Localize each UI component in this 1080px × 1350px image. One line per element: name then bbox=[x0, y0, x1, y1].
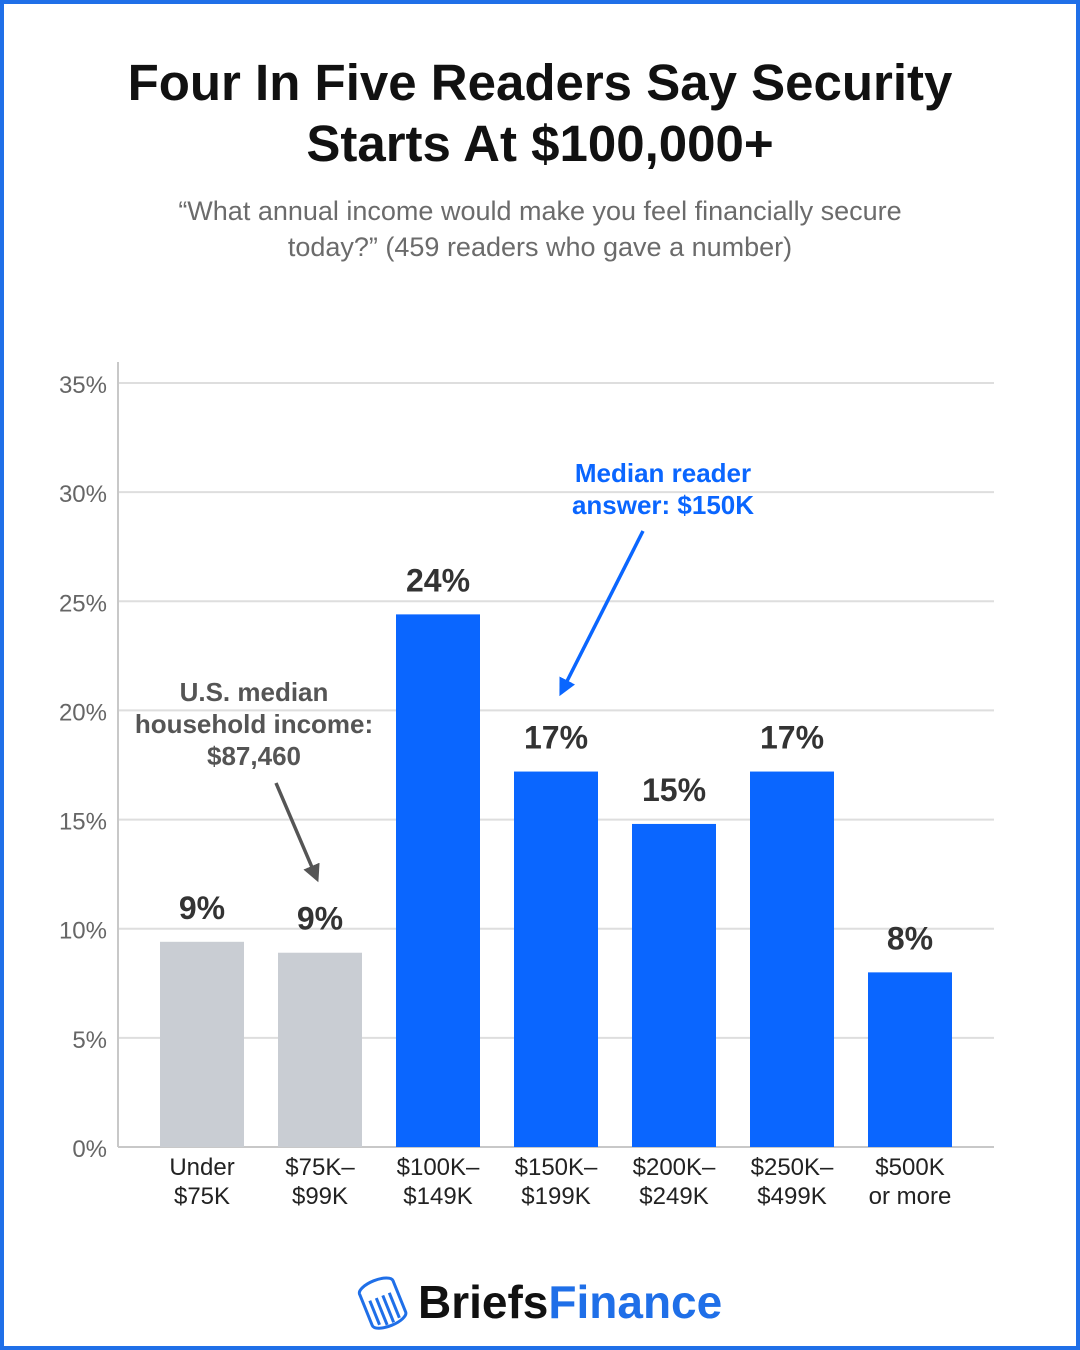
y-tick-label: 25% bbox=[59, 590, 107, 617]
annotation-line: answer: $150K bbox=[572, 490, 754, 520]
bar-value-label: 9% bbox=[297, 901, 343, 937]
x-category-label: Under $75K bbox=[169, 1154, 234, 1210]
annotation-line: U.S. median bbox=[180, 677, 329, 707]
annotation-arrow bbox=[559, 530, 645, 697]
bar-value-label: 9% bbox=[179, 890, 225, 926]
title-line-2: Starts At $100,000+ bbox=[306, 115, 774, 172]
annotations: U.S. median household income: $87,460 Media… bbox=[135, 458, 754, 883]
bar bbox=[278, 952, 362, 1147]
x-category-label-line: $100K– bbox=[397, 1154, 480, 1181]
value-labels: 9% 9% 24% 17% 15% 17% 8% bbox=[179, 562, 933, 956]
bar-value-label: 17% bbox=[524, 720, 588, 756]
subtitle-line-2: today?” (459 readers who gave a number) bbox=[287, 232, 793, 262]
us-median-income-annotation: U.S. median household income: $87,460 bbox=[135, 677, 373, 771]
bar bbox=[514, 771, 598, 1147]
bar-value-label: 8% bbox=[887, 920, 933, 956]
subtitle-line-1: “What annual income would make you feel … bbox=[178, 196, 902, 226]
brand-logo: BriefsFinance bbox=[352, 1268, 732, 1338]
x-category-label-line: $200K– bbox=[633, 1154, 716, 1181]
title-line-1: Four In Five Readers Say Security bbox=[127, 54, 953, 111]
chart-title: Four In Five Readers Say Security Starts… bbox=[90, 52, 990, 174]
x-category-label-line: $500K bbox=[875, 1154, 944, 1181]
brand-name-part-1: Briefs bbox=[418, 1276, 549, 1328]
annotation-line: household income: bbox=[135, 709, 373, 739]
category-labels: Under $75K $75K– $99K $100K– $149K $150K– $199K… bbox=[169, 1154, 951, 1210]
bar bbox=[750, 771, 834, 1147]
y-tick-label: 10% bbox=[59, 918, 107, 945]
y-tick-label: 15% bbox=[59, 809, 107, 836]
x-category-label-line: $150K– bbox=[515, 1154, 598, 1181]
x-category-label: $500K or more bbox=[869, 1154, 952, 1210]
y-tick-label: 0% bbox=[72, 1136, 107, 1163]
brand-name-part-2: Finance bbox=[548, 1276, 723, 1328]
annotation-arrow bbox=[274, 782, 320, 883]
x-category-label-line: $199K bbox=[521, 1183, 590, 1210]
x-category-label: $150K– $199K bbox=[515, 1154, 598, 1210]
x-category-label: $250K– $499K bbox=[751, 1154, 834, 1210]
stack-of-coins-icon bbox=[357, 1276, 408, 1330]
brand-wordmark: BriefsFinance bbox=[418, 1274, 722, 1330]
annotation-line: Median reader bbox=[575, 458, 751, 488]
x-category-label-line: $250K– bbox=[751, 1154, 834, 1181]
bar-value-label: 15% bbox=[642, 772, 706, 808]
bar bbox=[396, 614, 480, 1147]
bar bbox=[868, 972, 952, 1147]
y-tick-label: 20% bbox=[59, 699, 107, 726]
annotation-line: $87,460 bbox=[207, 741, 301, 771]
x-category-label-line: $75K bbox=[174, 1183, 230, 1210]
x-category-label: $200K– $249K bbox=[633, 1154, 716, 1210]
x-category-label-line: or more bbox=[869, 1183, 952, 1210]
bar bbox=[632, 823, 716, 1147]
y-tick-label: 5% bbox=[72, 1027, 107, 1054]
x-category-label: $75K– $99K bbox=[285, 1154, 355, 1210]
x-category-label-line: Under bbox=[169, 1154, 234, 1181]
median-reader-annotation: Median reader answer: $150K bbox=[572, 458, 754, 520]
y-tick-label: 30% bbox=[59, 481, 107, 508]
x-category-label-line: $149K bbox=[403, 1183, 472, 1210]
x-category-label-line: $249K bbox=[639, 1183, 708, 1210]
x-category-label-line: $99K bbox=[292, 1183, 348, 1210]
y-tick-label: 35% bbox=[59, 372, 107, 399]
bars bbox=[160, 614, 952, 1147]
x-category-label: $100K– $149K bbox=[397, 1154, 480, 1210]
x-category-label-line: $499K bbox=[757, 1183, 826, 1210]
chart-subtitle: “What annual income would make you feel … bbox=[120, 193, 960, 265]
bar-chart: 0% 5% 10% 15% 20% 25% 30% 35% 9% 9% 24% 17% 15% 17% 8… bbox=[59, 362, 994, 1210]
x-category-label-line: $75K– bbox=[285, 1154, 355, 1181]
bar-value-label: 24% bbox=[406, 562, 470, 598]
bar-value-label: 17% bbox=[760, 720, 824, 756]
bar bbox=[160, 941, 244, 1147]
